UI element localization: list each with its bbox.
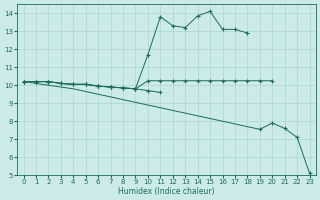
X-axis label: Humidex (Indice chaleur): Humidex (Indice chaleur) [118, 187, 215, 196]
